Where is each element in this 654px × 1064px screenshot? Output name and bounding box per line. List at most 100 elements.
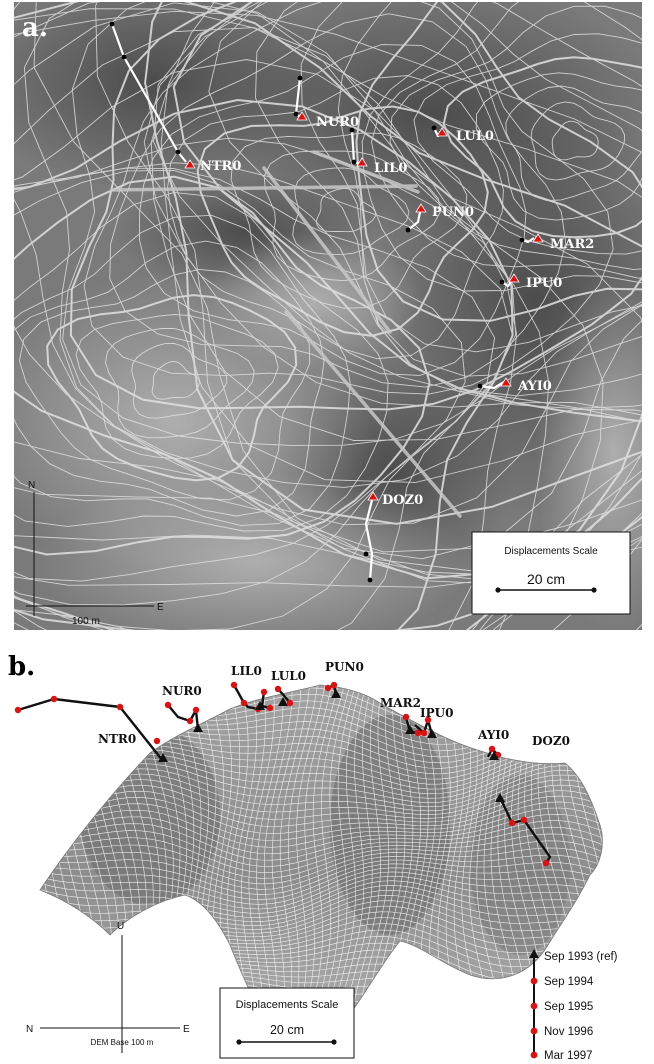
station-label-b-mar2: MAR2 xyxy=(380,696,421,710)
mesh-line xyxy=(40,885,603,923)
mesh-line xyxy=(40,875,603,914)
station-label-doz0: DOZ0 xyxy=(382,493,423,508)
mesh-line xyxy=(40,820,603,861)
mesh-line xyxy=(40,807,603,848)
mesh-line xyxy=(40,889,603,926)
contour-line xyxy=(14,240,325,517)
mesh-line xyxy=(241,685,266,1050)
contour-line xyxy=(18,268,311,501)
contour-line xyxy=(337,2,642,353)
station-label-b-lul0: LUL0 xyxy=(271,669,306,683)
scale-title-b: Displacements Scale xyxy=(236,999,339,1011)
mesh-line xyxy=(339,685,377,1050)
scale-title-a: Displacements Scale xyxy=(504,546,598,557)
mesh-line xyxy=(263,685,293,1050)
contour-line xyxy=(530,101,626,181)
station-marker-doz0 xyxy=(367,491,379,501)
mesh-line xyxy=(40,847,603,885)
mesh-line xyxy=(40,790,603,827)
station-label-b-lil0: LIL0 xyxy=(231,664,262,678)
station-marker-pun0 xyxy=(415,203,427,213)
contour-line xyxy=(389,5,642,270)
mesh-line xyxy=(317,685,362,1050)
legend-dot-1996 xyxy=(530,1027,538,1035)
contour-line xyxy=(14,2,642,630)
contour-line xyxy=(167,75,504,360)
contour-line xyxy=(14,2,604,630)
contour-line xyxy=(144,2,642,525)
station-label-nur0: NUR0 xyxy=(316,115,359,130)
mesh-line xyxy=(248,685,275,1050)
distance-label: 100 m xyxy=(72,616,100,627)
mesh-line xyxy=(40,685,58,1050)
legend-dot-1997 xyxy=(530,1051,538,1059)
contour-line xyxy=(105,328,255,439)
map-svg: NTR0 NUR0 LIL0 LUL0 PUN0 MAR2 IPU0 AYI0 … xyxy=(14,2,642,630)
mesh-line xyxy=(305,685,350,1050)
mesh-line xyxy=(40,784,603,820)
station-label-ipu0: IPU0 xyxy=(526,276,562,291)
contour-line xyxy=(14,390,642,580)
axis-n-label: N xyxy=(26,1024,33,1035)
contour-line xyxy=(172,2,642,422)
mesh-line xyxy=(300,685,343,1050)
mesh-line xyxy=(256,685,284,1050)
mesh-line xyxy=(40,685,66,1050)
station-label-ntr0: NTR0 xyxy=(200,159,241,174)
mesh-line xyxy=(357,685,390,1050)
mesh-line xyxy=(18,665,39,1049)
mesh-line xyxy=(40,840,603,879)
mesh-line xyxy=(40,685,49,1050)
nodes-b xyxy=(14,681,550,867)
axes-3d xyxy=(40,935,180,1053)
mesh-line xyxy=(40,863,603,900)
station-label-ayi0: AYI0 xyxy=(517,379,552,394)
mesh-line xyxy=(279,685,311,1050)
contour-line xyxy=(316,187,376,233)
contour-line xyxy=(14,169,466,582)
contour-line xyxy=(14,10,642,630)
station-label-mar2: MAR2 xyxy=(550,237,594,252)
mesh-line xyxy=(10,665,30,1049)
legend-ref-triangle xyxy=(529,949,539,958)
contour-line xyxy=(153,2,642,423)
contour-line xyxy=(139,44,527,376)
mesh-line xyxy=(286,685,320,1050)
contour-line xyxy=(14,167,496,606)
contour-line xyxy=(551,120,599,161)
contour-line xyxy=(361,2,642,292)
contour-line xyxy=(23,2,642,488)
ref-triangles-b xyxy=(158,689,505,802)
mesh-line xyxy=(271,685,302,1050)
contour-line xyxy=(14,191,389,532)
legend-item-1: Sep 1994 xyxy=(544,976,594,988)
mesh-line xyxy=(40,795,603,834)
mesh-panel-b: NTR0 NUR0 LIL0 LUL0 PUN0 MAR2 IPU0 AYI0 … xyxy=(0,645,654,1064)
contour-line xyxy=(14,98,514,630)
station-label-b-ipu0: IPU0 xyxy=(420,706,453,720)
contour-line xyxy=(14,175,431,556)
mesh-svg: NTR0 NUR0 LIL0 LUL0 PUN0 MAR2 IPU0 AYI0 … xyxy=(8,652,618,1062)
station-label-b-doz0: DOZ0 xyxy=(532,734,570,748)
contour-line xyxy=(95,2,642,553)
contour-line xyxy=(150,2,642,441)
contour-line xyxy=(14,319,642,560)
contour-line xyxy=(14,2,642,526)
legend-dot-1994 xyxy=(530,977,538,985)
scale-box-b xyxy=(219,987,355,1059)
mesh-line xyxy=(40,854,603,890)
scale-value-b: 20 cm xyxy=(270,1023,304,1037)
contour-line xyxy=(33,2,642,572)
compass-e-label: E xyxy=(157,602,164,613)
legend-item-3: Nov 1996 xyxy=(544,1026,593,1038)
contour-line xyxy=(151,360,200,400)
station-label-lil0: LIL0 xyxy=(374,161,407,176)
contour-line xyxy=(505,85,642,202)
contour-line xyxy=(413,33,642,255)
contour-line xyxy=(255,2,642,397)
panel-letter-a: a. xyxy=(22,13,48,43)
legend-dot-1995 xyxy=(530,1002,538,1010)
contour-line xyxy=(83,2,614,395)
mesh-line xyxy=(40,880,603,918)
dem-base-label: DEM Base 100 m xyxy=(91,1038,154,1047)
